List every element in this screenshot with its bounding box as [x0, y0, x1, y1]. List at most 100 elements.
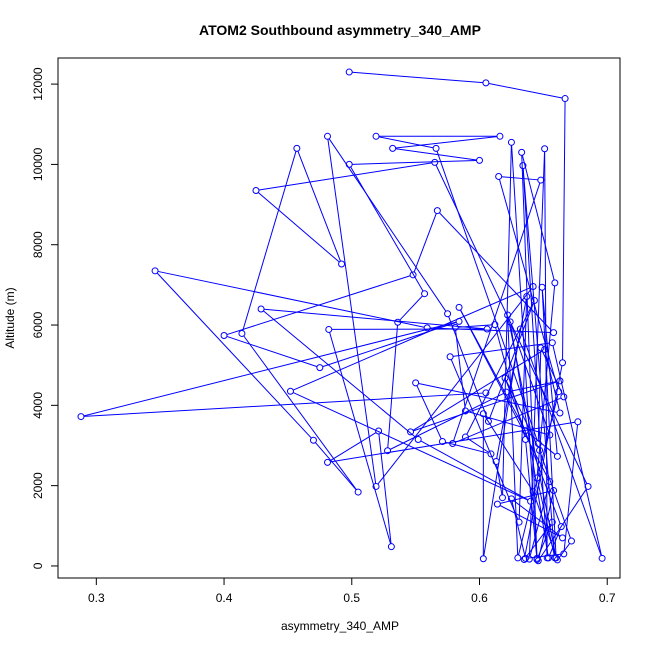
series-segment: [83, 392, 483, 417]
data-point: [502, 388, 510, 396]
y-tick-label: 4000: [31, 392, 45, 419]
data-point: [372, 482, 380, 490]
data-point: [560, 550, 568, 558]
series-segment: [467, 438, 489, 453]
data-point: [325, 325, 333, 333]
y-tick-label: 6000: [31, 311, 45, 338]
data-point: [286, 387, 294, 395]
x-tick-label: 0.3: [88, 591, 105, 605]
data-point: [556, 409, 564, 417]
series-segment: [315, 442, 357, 491]
data-point: [507, 495, 515, 503]
series-segment: [329, 332, 392, 544]
series-segment: [293, 287, 531, 391]
series-segment: [455, 397, 562, 443]
data-point: [506, 318, 514, 326]
data-point: [316, 364, 324, 372]
series-segment: [507, 317, 519, 555]
series-segment: [522, 168, 556, 555]
series-segment: [157, 270, 425, 328]
data-point: [438, 437, 446, 445]
y-tick-label: 2000: [31, 472, 45, 499]
data-point: [493, 500, 501, 508]
data-point: [414, 435, 422, 443]
data-point: [534, 439, 542, 447]
data-point: [491, 321, 499, 329]
data-point: [553, 452, 561, 460]
data-point: [521, 435, 529, 443]
data-point: [515, 518, 523, 526]
series-segment: [509, 380, 558, 392]
data-point: [557, 523, 565, 531]
series-segment: [563, 424, 579, 551]
series-segment: [445, 441, 489, 454]
data-point: [521, 427, 529, 435]
series-segment: [322, 321, 457, 368]
series-segment: [412, 350, 543, 431]
series-segment: [453, 342, 550, 357]
x-axis-label: asymmetry_340_AMP: [281, 619, 399, 633]
data-point: [546, 478, 554, 486]
data-point: [345, 68, 353, 76]
data-point: [560, 393, 568, 401]
series-segment: [538, 493, 554, 558]
series-segment: [537, 350, 542, 441]
data-point: [521, 554, 529, 562]
data-point: [479, 555, 487, 563]
data-point: [455, 317, 463, 325]
data-point: [487, 450, 495, 458]
data-point: [389, 144, 397, 152]
series-segment: [455, 330, 466, 409]
series-segment: [552, 345, 602, 556]
data-point: [551, 279, 559, 287]
series-segment: [436, 151, 538, 441]
data-point: [507, 138, 515, 146]
data-point: [550, 329, 558, 337]
data-point: [394, 318, 402, 326]
y-axis: 0 2000 4000 6000 8000 10000 12000: [31, 67, 58, 569]
series-segment: [329, 432, 377, 462]
data-point: [483, 325, 491, 333]
data-point: [309, 436, 317, 444]
data-point: [559, 534, 567, 542]
data-point: [345, 160, 353, 168]
series-segment: [539, 488, 587, 559]
data-point: [559, 359, 567, 367]
data-point: [598, 554, 606, 562]
series-segment: [350, 166, 424, 292]
series-segment: [257, 192, 340, 263]
series-segment: [466, 302, 534, 435]
data-point: [529, 488, 537, 496]
data-point: [533, 474, 541, 482]
data-point: [552, 554, 560, 562]
data-point: [461, 407, 469, 415]
data-point: [151, 267, 159, 275]
data-point: [384, 447, 392, 455]
series-segment: [498, 179, 559, 389]
y-tick-label: 8000: [31, 231, 45, 258]
data-point: [484, 417, 492, 425]
data-point: [338, 260, 346, 268]
data-point: [498, 494, 506, 502]
series-segment: [258, 162, 432, 191]
data-point: [423, 324, 431, 332]
data-point: [220, 331, 228, 339]
data-point: [541, 145, 549, 153]
series-segment: [518, 299, 528, 520]
data-point: [409, 271, 417, 279]
series-segment: [489, 303, 534, 419]
series-segment: [330, 421, 575, 463]
series-segment: [541, 290, 557, 555]
data-point: [238, 329, 246, 337]
data-point: [372, 132, 380, 140]
data-point: [407, 428, 415, 436]
data-point: [536, 446, 544, 454]
series-segment: [390, 392, 504, 450]
data-point: [514, 554, 522, 562]
data-point: [324, 132, 332, 140]
data-point: [412, 379, 420, 387]
data-point: [556, 377, 564, 385]
series-segment: [156, 272, 312, 439]
data-point: [537, 344, 545, 352]
series-segment: [448, 316, 488, 419]
